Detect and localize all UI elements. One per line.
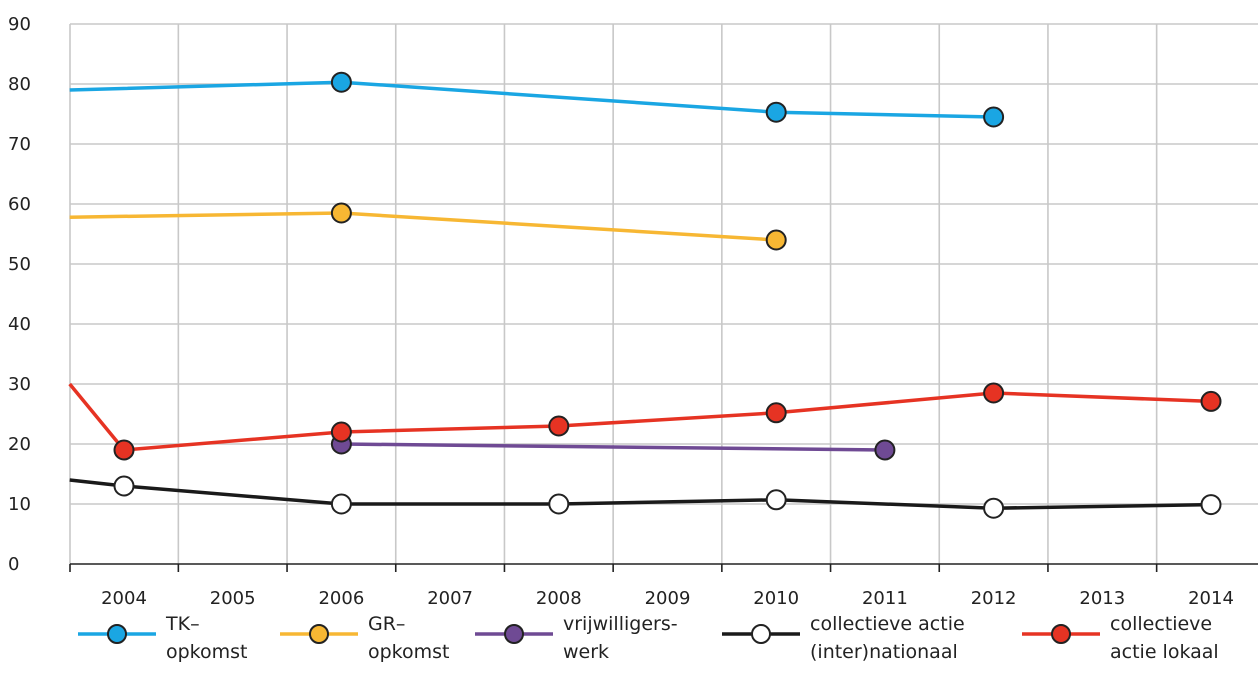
y-tick-label: 0 xyxy=(8,554,19,575)
data-point xyxy=(1200,390,1222,412)
legend: TK– opkomst GR– opkomst vrijwilligers- w… xyxy=(0,610,1258,690)
legend-label: TK– opkomst xyxy=(166,613,248,663)
x-tick-label: 2007 xyxy=(427,588,473,609)
y-tick-label: 90 xyxy=(8,14,31,35)
series-line xyxy=(69,211,777,242)
data-point xyxy=(330,71,352,93)
series-line xyxy=(68,382,1212,452)
y-tick-label: 20 xyxy=(8,434,31,455)
data-point xyxy=(765,229,787,251)
legend-label: collectieve actie (inter)nationaal xyxy=(810,613,965,663)
x-tick-label: 2014 xyxy=(1188,588,1234,609)
data-point xyxy=(330,202,352,224)
x-tick-label: 2010 xyxy=(753,588,799,609)
axes: 0 10 20 30 40 50 60 70 80 90 2004 2005 2006 2007 2008 2… xyxy=(8,14,1258,609)
series-line xyxy=(341,442,885,452)
legend-swatch-collectieve-actie-internationaal xyxy=(722,624,800,644)
data-point xyxy=(983,382,1005,404)
series-line xyxy=(69,80,994,119)
legend-label: collectieve actie lokaal xyxy=(1110,613,1219,663)
data-point xyxy=(765,489,787,511)
legend-swatch-tk-opkomst xyxy=(78,624,156,644)
y-tick-label: 80 xyxy=(8,74,31,95)
y-tick-label: 40 xyxy=(8,314,31,335)
y-tick-label: 30 xyxy=(8,374,31,395)
x-tick-label: 2005 xyxy=(210,588,256,609)
data-point xyxy=(330,421,352,443)
x-tick-label: 2009 xyxy=(645,588,691,609)
x-tick-label: 2012 xyxy=(971,588,1017,609)
y-tick-label: 60 xyxy=(8,194,31,215)
data-point xyxy=(874,439,896,461)
line-chart: 0 10 20 30 40 50 60 70 80 90 2004 2005 2006 2007 2008 2… xyxy=(8,14,1258,609)
data-point xyxy=(330,493,352,515)
x-tick-label: 2006 xyxy=(318,588,364,609)
data-point xyxy=(548,415,570,437)
y-tick-label: 10 xyxy=(8,494,31,515)
data-point xyxy=(113,439,135,461)
data-point xyxy=(983,106,1005,128)
data-point xyxy=(983,497,1005,519)
x-tick-label: 2004 xyxy=(101,588,147,609)
x-tick-label: 2013 xyxy=(1079,588,1125,609)
data-point xyxy=(1200,494,1222,516)
legend-label: vrijwilligers- werk xyxy=(563,613,678,663)
y-tick-label: 70 xyxy=(8,134,31,155)
legend-swatch-gr-opkomst xyxy=(280,624,358,644)
x-tick-label: 2008 xyxy=(536,588,582,609)
data-point xyxy=(765,101,787,123)
legend-swatch-collectieve-actie-lokaal xyxy=(1022,624,1100,644)
legend-label: GR– opkomst xyxy=(368,613,450,663)
series-markers xyxy=(113,71,1222,519)
legend-swatch-vrijwilligerswerk xyxy=(475,624,553,644)
grid xyxy=(69,23,1258,564)
data-point xyxy=(548,493,570,515)
y-tick-label: 50 xyxy=(8,254,31,275)
data-point xyxy=(765,402,787,424)
data-point xyxy=(113,475,135,497)
x-tick-label: 2011 xyxy=(862,588,908,609)
